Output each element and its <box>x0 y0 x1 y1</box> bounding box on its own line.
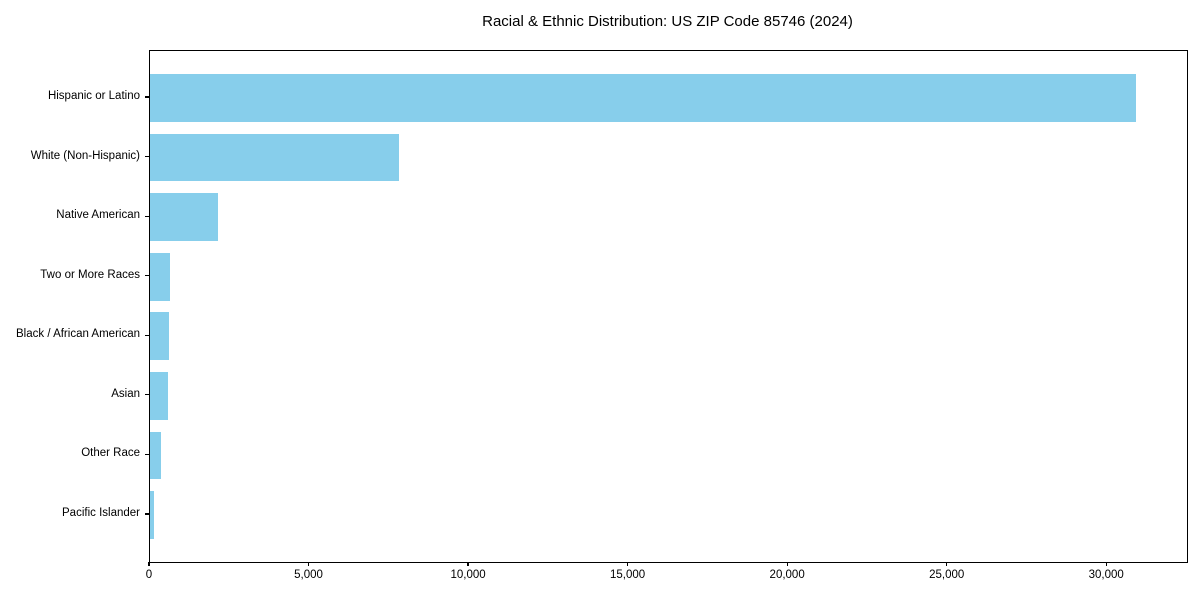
x-tick-mark <box>307 562 310 567</box>
y-tick-label: Black / African American <box>16 328 140 341</box>
y-tick-mark <box>145 96 149 98</box>
y-tick-label: White (Non-Hispanic) <box>30 149 140 162</box>
x-tick-mark <box>627 562 629 567</box>
x-tick-label: 20,000 <box>769 569 805 581</box>
x-tick-mark <box>786 562 788 567</box>
x-tick-label: 15,000 <box>610 569 646 581</box>
x-tick-mark <box>148 562 150 567</box>
y-tick-mark <box>145 513 149 515</box>
bar <box>150 491 154 539</box>
y-tick-mark <box>145 453 149 455</box>
y-tick-label: Other Race <box>81 447 140 460</box>
x-tick-label: 30,000 <box>1088 569 1124 581</box>
bar <box>150 133 399 182</box>
x-tick-mark <box>946 562 948 567</box>
y-tick-label: Asian <box>111 387 140 400</box>
x-tick-mark <box>467 562 469 567</box>
x-tick-label: 10,000 <box>450 569 486 581</box>
y-tick-label: Pacific Islander <box>62 506 140 519</box>
y-tick-mark <box>145 156 149 158</box>
x-tick-label: 0 <box>145 569 153 581</box>
x-tick-label: 5,000 <box>294 569 323 581</box>
y-tick-mark <box>145 275 149 277</box>
x-tick-mark <box>1105 562 1107 567</box>
x-tick-label: 25,000 <box>929 569 965 581</box>
y-tick-label: Native American <box>56 209 140 222</box>
y-tick-label: Two or More Races <box>40 268 140 281</box>
plot-area <box>149 50 1188 563</box>
y-tick-mark <box>145 334 149 336</box>
y-tick-label: Hispanic or Latino <box>47 90 140 103</box>
bar <box>150 252 171 301</box>
bar <box>150 312 170 361</box>
bar <box>150 431 161 480</box>
bar <box>150 74 1136 122</box>
bar <box>150 372 168 420</box>
y-tick-mark <box>145 215 149 217</box>
y-tick-mark <box>145 394 149 396</box>
bar <box>150 193 218 241</box>
chart-title: Racial & Ethnic Distribution: US ZIP Cod… <box>482 13 853 30</box>
